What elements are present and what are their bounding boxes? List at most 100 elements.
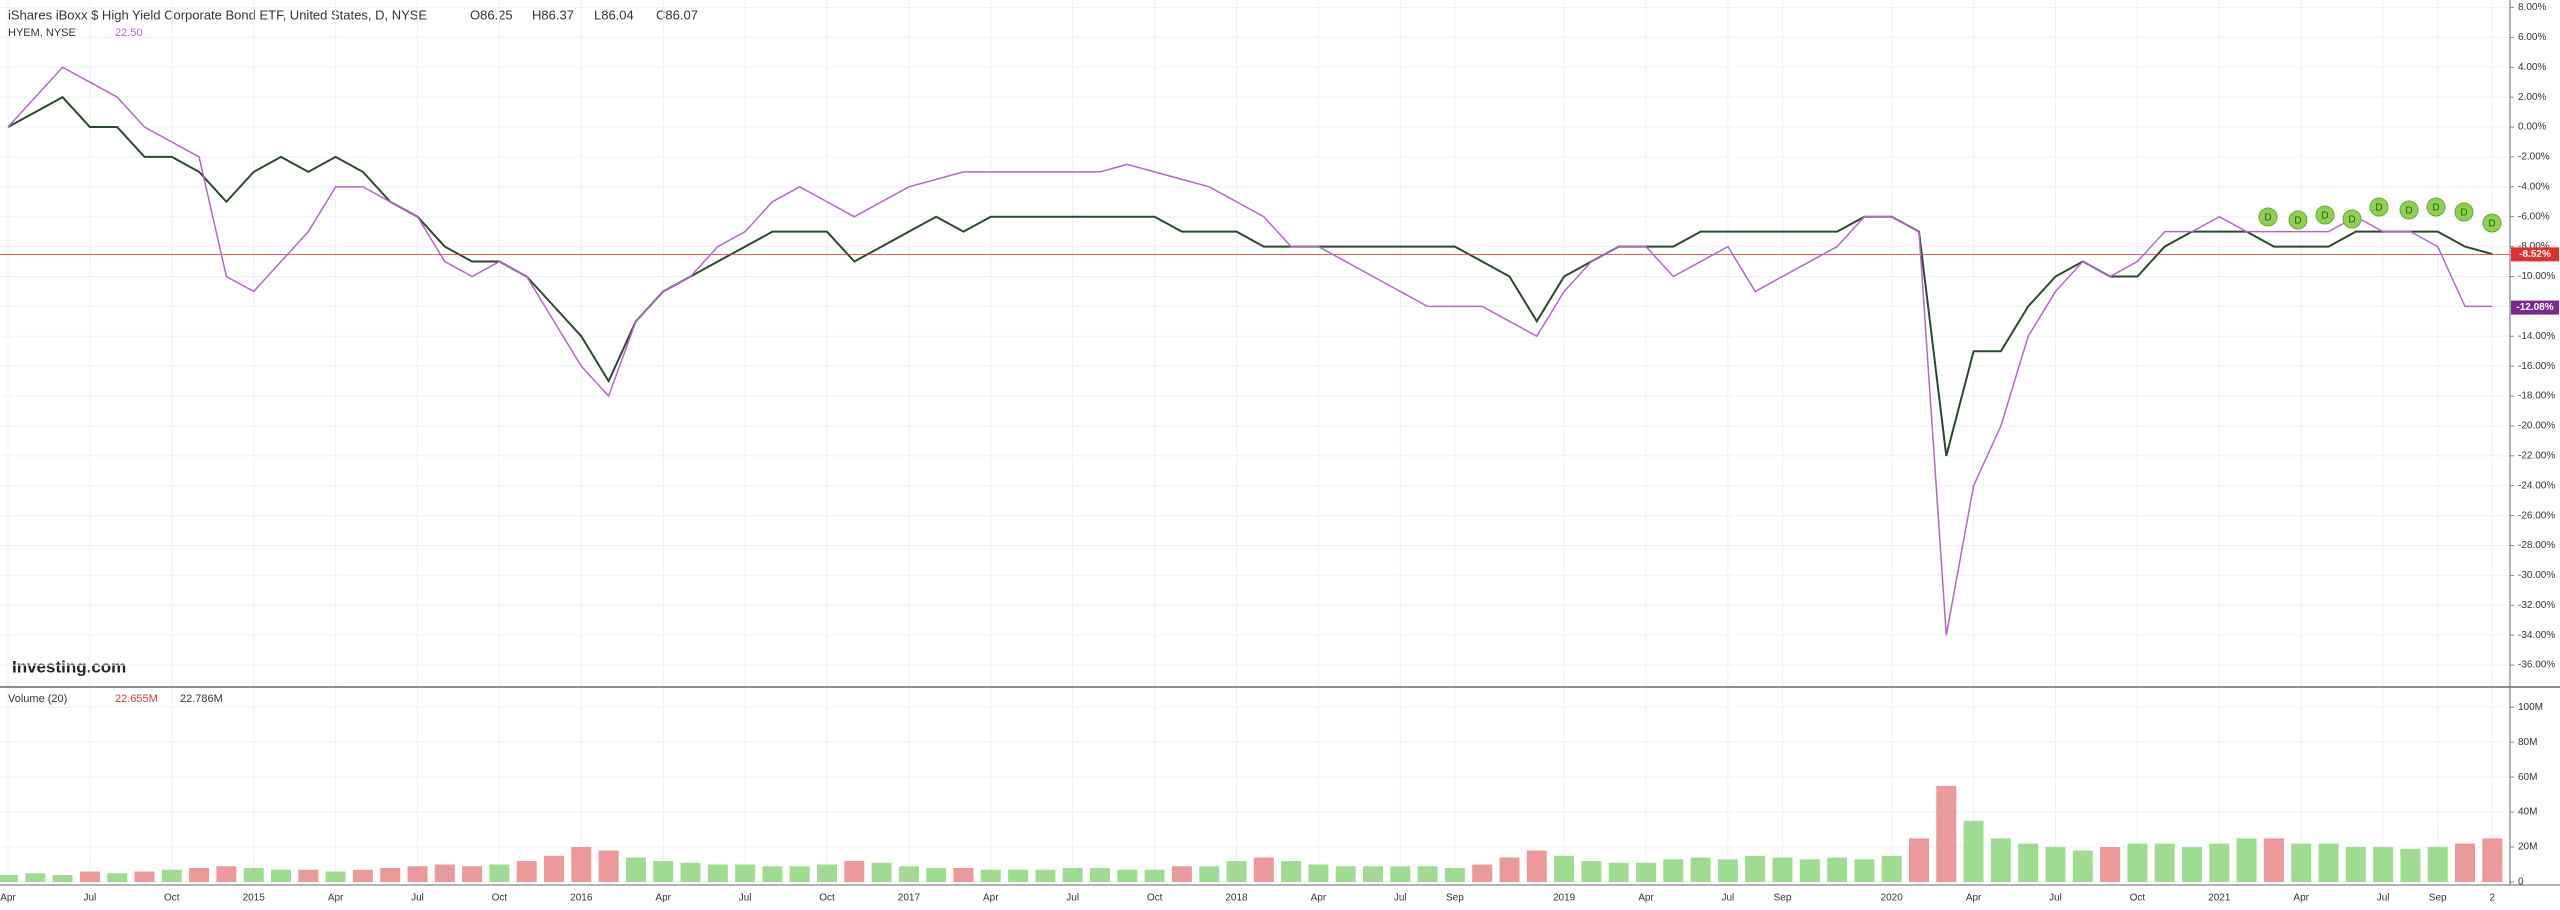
y-tick-label: 60M (2518, 772, 2537, 783)
x-tick-label: Jul (1722, 893, 1735, 904)
volume-bar (134, 871, 155, 882)
x-tick-label: 2020 (1881, 893, 1904, 904)
x-tick-label: Jul (739, 893, 752, 904)
volume-bar (2045, 847, 2066, 882)
volume-bar (2263, 838, 2284, 882)
x-tick-label: Apr (983, 893, 999, 904)
volume-bar (161, 869, 182, 882)
dividend-label: D (2488, 219, 2495, 230)
volume-bar (1363, 866, 1383, 882)
watermark: Investing.com (12, 657, 126, 676)
x-tick-label: Apr (2293, 893, 2309, 904)
y-tick-label: -24.00% (2518, 480, 2555, 491)
volume-bar (352, 869, 373, 882)
volume-bar (1581, 861, 1602, 882)
x-tick-label: Sep (1774, 893, 1792, 904)
volume-bar (1499, 857, 1520, 882)
dividend-label: D (2375, 203, 2382, 214)
y-tick-label: 40M (2518, 807, 2537, 818)
volume-bar (1390, 866, 1411, 882)
x-tick-label: Apr (1311, 893, 1327, 904)
volume-bar (2345, 847, 2366, 882)
volume-ma-value: 22.786M (180, 693, 223, 705)
volume-bar (2100, 847, 2121, 882)
x-tick-label: Jul (411, 893, 424, 904)
x-tick-label: Jul (2049, 893, 2062, 904)
volume-bar (1253, 857, 1274, 882)
volume-bar (2182, 847, 2202, 882)
legend-name: HYEM, NYSE (8, 27, 76, 39)
x-tick-label: Jul (1394, 893, 1407, 904)
last-value-badge (2511, 247, 2559, 262)
volume-bar (79, 871, 100, 882)
volume-bar (2318, 843, 2339, 882)
x-tick-label: 2 (2490, 893, 2496, 904)
volume-bar (189, 868, 210, 882)
volume-bar (1035, 869, 1056, 882)
volume-bar (2236, 838, 2257, 882)
volume-bar (2127, 843, 2148, 882)
volume-bar (1444, 868, 1465, 882)
ohlc-value: H86.37 (532, 7, 574, 22)
y-tick-label: -20.00% (2518, 421, 2555, 432)
volume-bar (25, 873, 46, 882)
dividend-label: D (2405, 206, 2412, 217)
volume-bar (1772, 857, 1793, 882)
volume-bar (2455, 843, 2475, 882)
x-tick-label: Jul (2377, 893, 2390, 904)
x-tick-label: Oct (819, 893, 835, 904)
y-tick-label: 4.00% (2518, 62, 2546, 73)
x-tick-label: 2015 (243, 893, 266, 904)
dividend-label: D (2348, 215, 2355, 226)
x-tick-label: Apr (655, 893, 671, 904)
y-tick-label: 80M (2518, 737, 2537, 748)
series-line (7, 95, 2493, 457)
volume-bar (1062, 868, 1083, 882)
volume-bar (1663, 859, 1684, 882)
dividend-marker (2482, 213, 2502, 233)
y-tick-label: -16.00% (2518, 361, 2555, 372)
volume-bar (1690, 857, 1711, 882)
volume-bar (653, 861, 674, 882)
dividend-marker (2288, 210, 2308, 230)
last-value-label: -12.08% (2516, 302, 2553, 313)
dividend-label: D (2264, 213, 2271, 224)
x-tick-label: Apr (1966, 893, 1982, 904)
legend-price: 22.50 (115, 27, 143, 39)
y-tick-label: -10.00% (2518, 271, 2555, 282)
volume-bar (1990, 838, 2011, 882)
volume-bar (1472, 864, 1493, 882)
dividend-label: D (2321, 211, 2328, 222)
volume-bar (1554, 855, 1575, 882)
volume-bar (953, 868, 974, 882)
volume-bar (980, 869, 1001, 882)
volume-bar (1827, 857, 1848, 882)
volume-bar (926, 868, 947, 882)
y-tick-label: -2.00% (2518, 152, 2550, 163)
volume-bar (762, 866, 783, 882)
x-tick-label: 2019 (1553, 893, 1576, 904)
y-tick-label: -14.00% (2518, 331, 2555, 342)
y-tick-label: 0.00% (2518, 122, 2546, 133)
x-tick-label: Oct (492, 893, 508, 904)
y-tick-label: -26.00% (2518, 510, 2555, 521)
y-tick-label: 0 (2518, 877, 2524, 888)
y-tick-label: -6.00% (2518, 211, 2550, 222)
x-tick-label: 2021 (2208, 893, 2231, 904)
volume-bar (1909, 838, 1929, 882)
volume-bar (2018, 843, 2039, 882)
volume-bar (2291, 843, 2312, 882)
ohlc-value: O86.25 (470, 7, 513, 22)
volume-bar (516, 861, 537, 882)
y-tick-label: -4.00% (2518, 181, 2550, 192)
volume-bar (1936, 785, 1957, 882)
volume-bar (1881, 855, 1902, 882)
volume-bar (1417, 866, 1438, 882)
volume-bar (489, 864, 510, 882)
volume-bar (407, 866, 428, 882)
volume-bar (1117, 869, 1138, 882)
volume-bar (1281, 861, 1302, 882)
y-tick-label: -32.00% (2518, 600, 2555, 611)
x-tick-label: Sep (1446, 893, 1464, 904)
